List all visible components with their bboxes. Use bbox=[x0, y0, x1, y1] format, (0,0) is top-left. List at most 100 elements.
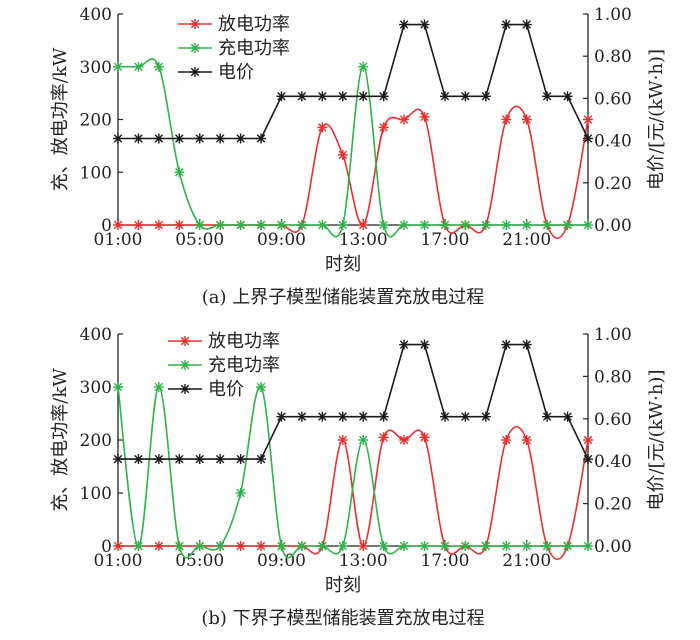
x-tick-label: 09:00 bbox=[257, 551, 306, 571]
data-point-charge bbox=[419, 220, 430, 230]
data-point-charge bbox=[480, 541, 491, 551]
data-point-charge bbox=[460, 220, 471, 230]
y-left-tick-label: 400 bbox=[80, 5, 112, 25]
y-left-axis-label: 充、放电功率/kW bbox=[50, 47, 71, 191]
data-point-price bbox=[113, 133, 123, 144]
data-point-discharge bbox=[583, 114, 593, 125]
data-point-discharge bbox=[501, 435, 512, 445]
series-line-charge bbox=[117, 58, 588, 238]
data-point-charge bbox=[399, 220, 410, 230]
data-point-price bbox=[317, 411, 328, 422]
x-tick-label: 13:00 bbox=[339, 230, 388, 250]
data-point-charge bbox=[235, 488, 246, 498]
data-point-price bbox=[174, 133, 185, 144]
data-point-discharge bbox=[174, 220, 185, 230]
data-point-charge bbox=[480, 220, 491, 230]
data-point-charge bbox=[583, 220, 593, 230]
data-point-price bbox=[194, 454, 205, 465]
y-right-tick-label: 0.80 bbox=[594, 367, 632, 387]
data-point-charge bbox=[174, 541, 185, 551]
data-point-charge bbox=[521, 541, 532, 551]
legend-marker-price bbox=[180, 384, 190, 394]
data-point-charge bbox=[542, 541, 553, 551]
data-point-charge bbox=[194, 220, 205, 230]
chart-panel-a: 0 100 200 300 400 0.00 0.20 0.40 0.60 0.80 1.00 01:… bbox=[50, 5, 667, 308]
data-point-price bbox=[439, 91, 450, 102]
legend-marker-price bbox=[190, 67, 200, 77]
x-tick-label: 21:00 bbox=[502, 551, 551, 571]
data-point-price bbox=[296, 411, 307, 422]
data-point-discharge bbox=[521, 435, 532, 445]
data-point-charge bbox=[542, 220, 553, 230]
data-point-discharge bbox=[583, 435, 593, 445]
data-point-price bbox=[256, 454, 267, 465]
data-point-charge bbox=[337, 220, 348, 230]
data-point-price bbox=[153, 454, 164, 465]
x-axis-label: 时刻 bbox=[325, 254, 361, 275]
series-line-discharge bbox=[118, 425, 589, 561]
data-point-charge bbox=[174, 167, 185, 178]
data-point-price bbox=[501, 19, 512, 30]
data-point-price bbox=[215, 454, 226, 465]
data-point-discharge bbox=[153, 220, 164, 230]
x-tick-label: 17:00 bbox=[420, 551, 469, 571]
data-point-price bbox=[235, 454, 246, 465]
y-right-axis-label: 电价/[元/(kW·h)] bbox=[646, 49, 667, 190]
x-tick-label: 05:00 bbox=[175, 230, 224, 250]
data-point-charge bbox=[439, 541, 450, 551]
data-point-price bbox=[337, 91, 348, 102]
data-point-price bbox=[256, 133, 267, 144]
y-right-tick-label: 0.00 bbox=[594, 537, 632, 557]
data-point-price bbox=[153, 133, 164, 144]
data-point-discharge bbox=[419, 111, 430, 122]
data-point-charge bbox=[521, 220, 532, 230]
data-point-price bbox=[296, 91, 307, 102]
data-point-charge bbox=[153, 382, 164, 392]
data-point-charge bbox=[399, 541, 410, 551]
data-point-discharge bbox=[337, 435, 348, 445]
y-left-axis-label: 充、放电功率/kW bbox=[50, 368, 71, 512]
data-point-charge bbox=[378, 541, 389, 551]
legend-marker-charge bbox=[180, 360, 190, 370]
y-right-tick-label: 0.20 bbox=[594, 495, 632, 515]
y-right-tick-label: 0.20 bbox=[594, 174, 632, 194]
data-point-price bbox=[521, 339, 532, 350]
legend-marker-discharge bbox=[180, 336, 190, 346]
y-left-tick-label: 400 bbox=[80, 325, 112, 345]
data-point-charge bbox=[501, 220, 512, 230]
x-axis-label: 时刻 bbox=[325, 575, 361, 596]
data-point-discharge bbox=[419, 432, 430, 443]
data-point-price bbox=[174, 454, 185, 465]
data-point-price bbox=[276, 411, 287, 422]
data-point-price bbox=[480, 91, 491, 102]
data-point-price bbox=[194, 133, 205, 144]
data-point-charge bbox=[358, 61, 369, 72]
data-point-discharge bbox=[337, 149, 348, 160]
data-point-charge bbox=[358, 435, 369, 445]
legend-label-discharge: 放电功率 bbox=[218, 14, 290, 35]
legend-label-price: 电价 bbox=[208, 379, 244, 400]
data-point-price bbox=[235, 133, 246, 144]
data-point-charge bbox=[439, 220, 450, 230]
data-point-price bbox=[113, 454, 123, 465]
y-right-tick-label: 0.00 bbox=[594, 216, 632, 236]
series-line-charge bbox=[117, 385, 588, 559]
x-tick-label: 01:00 bbox=[94, 230, 143, 250]
data-point-charge bbox=[296, 541, 307, 551]
data-point-price bbox=[542, 91, 553, 102]
y-left-tick-label: 100 bbox=[80, 163, 112, 183]
data-point-charge bbox=[215, 220, 226, 230]
y-left-tick-label: 200 bbox=[80, 111, 112, 131]
y-right-tick-label: 0.40 bbox=[594, 132, 632, 152]
data-point-price bbox=[419, 19, 430, 30]
data-point-discharge bbox=[399, 435, 410, 445]
data-point-price bbox=[358, 91, 369, 102]
data-point-price bbox=[337, 411, 348, 422]
data-point-charge bbox=[296, 220, 307, 230]
data-point-charge bbox=[460, 541, 471, 551]
data-point-charge bbox=[256, 382, 267, 392]
y-right-tick-label: 0.40 bbox=[594, 452, 632, 472]
data-point-charge bbox=[317, 220, 328, 230]
data-point-price bbox=[562, 411, 573, 422]
